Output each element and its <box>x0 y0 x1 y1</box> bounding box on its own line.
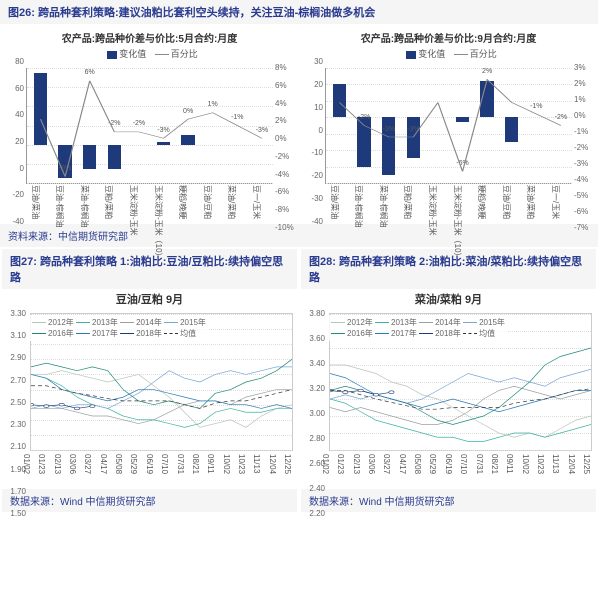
bar-chart-left: 豆油/菜油-9%豆油-棕榈油6%菜油-棕榈油-2%豆粕/菜粕-2%玉米淀粉-玉米… <box>2 62 297 222</box>
legend-label: 百分比 <box>470 49 497 59</box>
panel-title: 图28: 跨品种套利策略 2:油粕比:菜油/菜粕比:续持偏空思路 <box>301 249 596 289</box>
line-chart-right: 菜油/菜粕 9月01/0201/2302/1303/0603/2704/1705… <box>301 289 596 489</box>
legend-swatch-bar <box>406 51 416 59</box>
legend-label: 变化值 <box>119 49 146 59</box>
legend: 变化值 百分比 <box>2 47 297 60</box>
legend-label: 百分比 <box>171 49 198 59</box>
legend-swatch-line <box>454 54 468 55</box>
bar-chart-right: 豆油/菜油-2%豆油-棕榈油-3%菜油-棕榈油-3%豆粕/菜粕玉米淀粉-玉米-6… <box>301 62 596 222</box>
source: 数据来源：Wind 中信期货研究部 <box>301 489 596 512</box>
chart-title: 农产品:跨品种价差与价比:5月合约:月度 <box>2 30 297 45</box>
legend-label: 变化值 <box>418 49 445 59</box>
legend: 变化值 百分比 <box>301 47 596 60</box>
source: 数据来源：Wind 中信期货研究部 <box>2 489 297 512</box>
panel-title: 图27: 跨品种套利策略 1:油粕比:豆油/豆粕比:续持偏空思路 <box>2 249 297 289</box>
bottom-right: 图28: 跨品种套利策略 2:油粕比:菜油/菜粕比:续持偏空思路 菜油/菜粕 9… <box>299 247 598 514</box>
chart-title: 农产品:跨品种价差与价比:9月合约:月度 <box>301 30 596 45</box>
bottom-left: 图27: 跨品种套利策略 1:油粕比:豆油/豆粕比:续持偏空思路 豆油/豆粕 9… <box>0 247 299 514</box>
legend-swatch-bar <box>107 51 117 59</box>
top-row: 农产品:跨品种价差与价比:5月合约:月度 变化值 百分比 豆油/菜油-9%豆油-… <box>0 24 598 224</box>
bottom-row: 图27: 跨品种套利策略 1:油粕比:豆油/豆粕比:续持偏空思路 豆油/豆粕 9… <box>0 247 598 514</box>
top-left-chart: 农产品:跨品种价差与价比:5月合约:月度 变化值 百分比 豆油/菜油-9%豆油-… <box>0 24 299 224</box>
panel-title-top: 图26: 跨品种套利策略:建议油粕比套利空头续持，关注豆油-棕榈油做多机会 <box>0 0 598 24</box>
legend-swatch-line <box>155 54 169 55</box>
line-chart-left: 豆油/豆粕 9月01/0201/2302/1303/0603/2704/1705… <box>2 289 297 489</box>
top-right-chart: 农产品:跨品种价差与价比:9月合约:月度 变化值 百分比 豆油/菜油-2%豆油-… <box>299 24 598 224</box>
